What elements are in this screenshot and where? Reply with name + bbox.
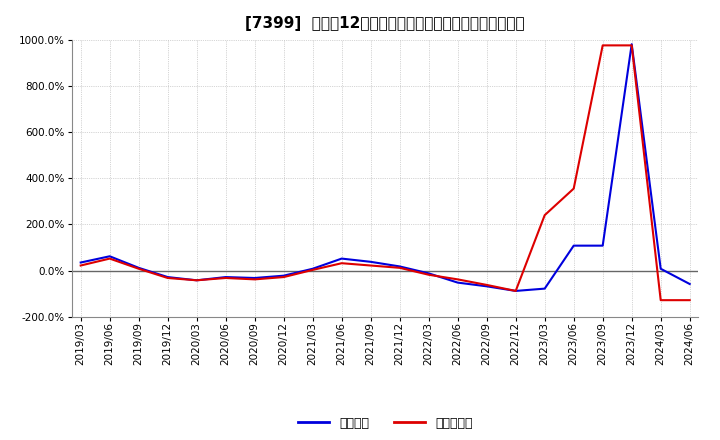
Title: [7399]  利益だ12か月移動合計の対前年同期増減率の推移: [7399] 利益だ12か月移動合計の対前年同期増減率の推移	[246, 16, 525, 32]
Legend: 経常利益, 当期純利益: 経常利益, 当期純利益	[293, 412, 477, 435]
